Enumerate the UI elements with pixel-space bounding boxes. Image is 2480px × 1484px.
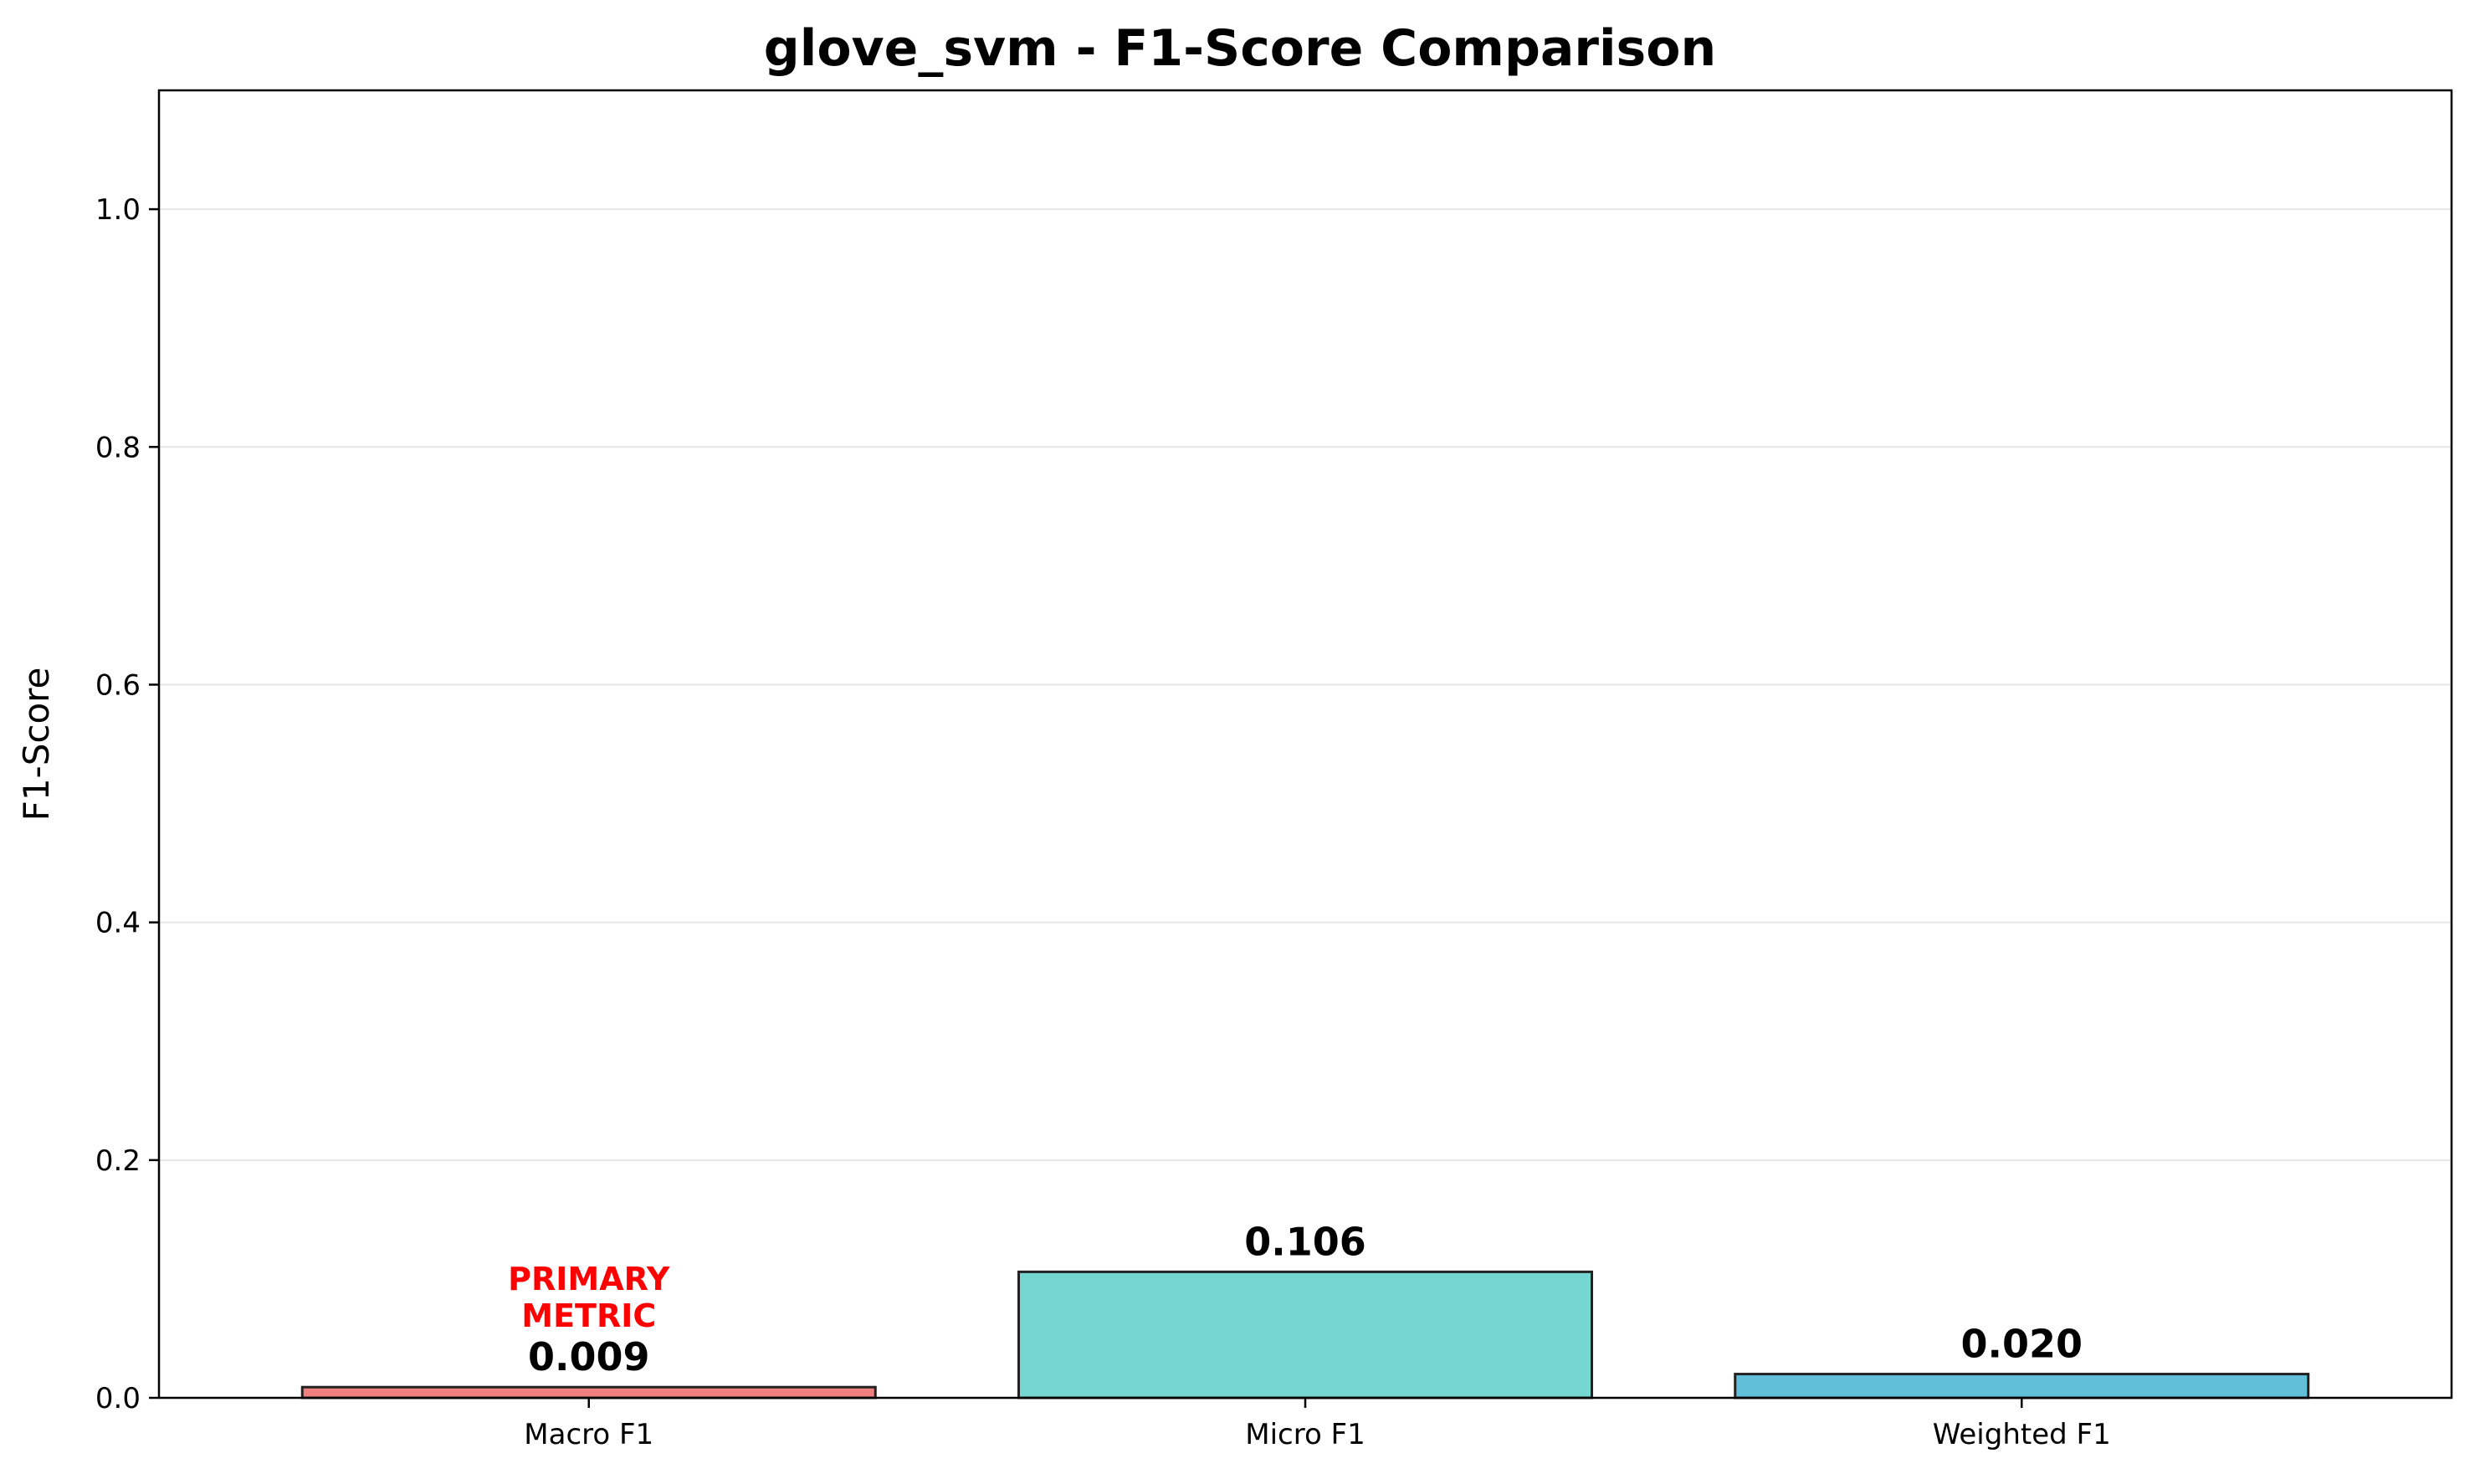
value-label-macro-f1: 0.009 bbox=[528, 1334, 650, 1379]
plot-frame bbox=[157, 89, 2453, 1400]
bar-micro-f1 bbox=[1017, 1270, 1593, 1400]
x-tick-label-micro-f1: Micro F1 bbox=[1245, 1418, 1366, 1451]
y-tick-label: 0.2 bbox=[95, 1144, 141, 1178]
x-tick-label-weighted-f1: Weighted F1 bbox=[1933, 1418, 2111, 1451]
bar-weighted-f1 bbox=[1734, 1373, 2310, 1400]
y-axis-label: F1-Score bbox=[16, 668, 57, 821]
y-tick-label: 1.0 bbox=[95, 193, 141, 227]
value-labels: 0.009 0.106 0.020 bbox=[528, 1219, 2083, 1379]
bars bbox=[300, 1270, 2310, 1400]
chart-title: glove_svm - F1-Score Comparison bbox=[764, 19, 1716, 78]
primary-metric-annotation-line: PRIMARY bbox=[508, 1261, 670, 1297]
gridlines bbox=[159, 208, 2452, 1161]
y-tick-label: 0.8 bbox=[95, 431, 141, 464]
primary-metric-annotation-line: METRIC bbox=[521, 1297, 656, 1334]
y-tick-label: 0.6 bbox=[95, 668, 141, 702]
value-label-weighted-f1: 0.020 bbox=[1960, 1322, 2083, 1367]
y-tick-label: 0.0 bbox=[95, 1382, 141, 1415]
y-axis-ticks: 0.0 0.2 0.4 0.6 0.8 1.0 bbox=[95, 193, 159, 1415]
bar-macro-f1 bbox=[300, 1385, 877, 1400]
x-axis-ticks: Macro F1 Micro F1 Weighted F1 bbox=[524, 1398, 2111, 1451]
value-label-micro-f1: 0.106 bbox=[1244, 1219, 1366, 1264]
y-tick-label: 0.4 bbox=[95, 907, 141, 940]
x-tick-label-macro-f1: Macro F1 bbox=[524, 1418, 653, 1451]
